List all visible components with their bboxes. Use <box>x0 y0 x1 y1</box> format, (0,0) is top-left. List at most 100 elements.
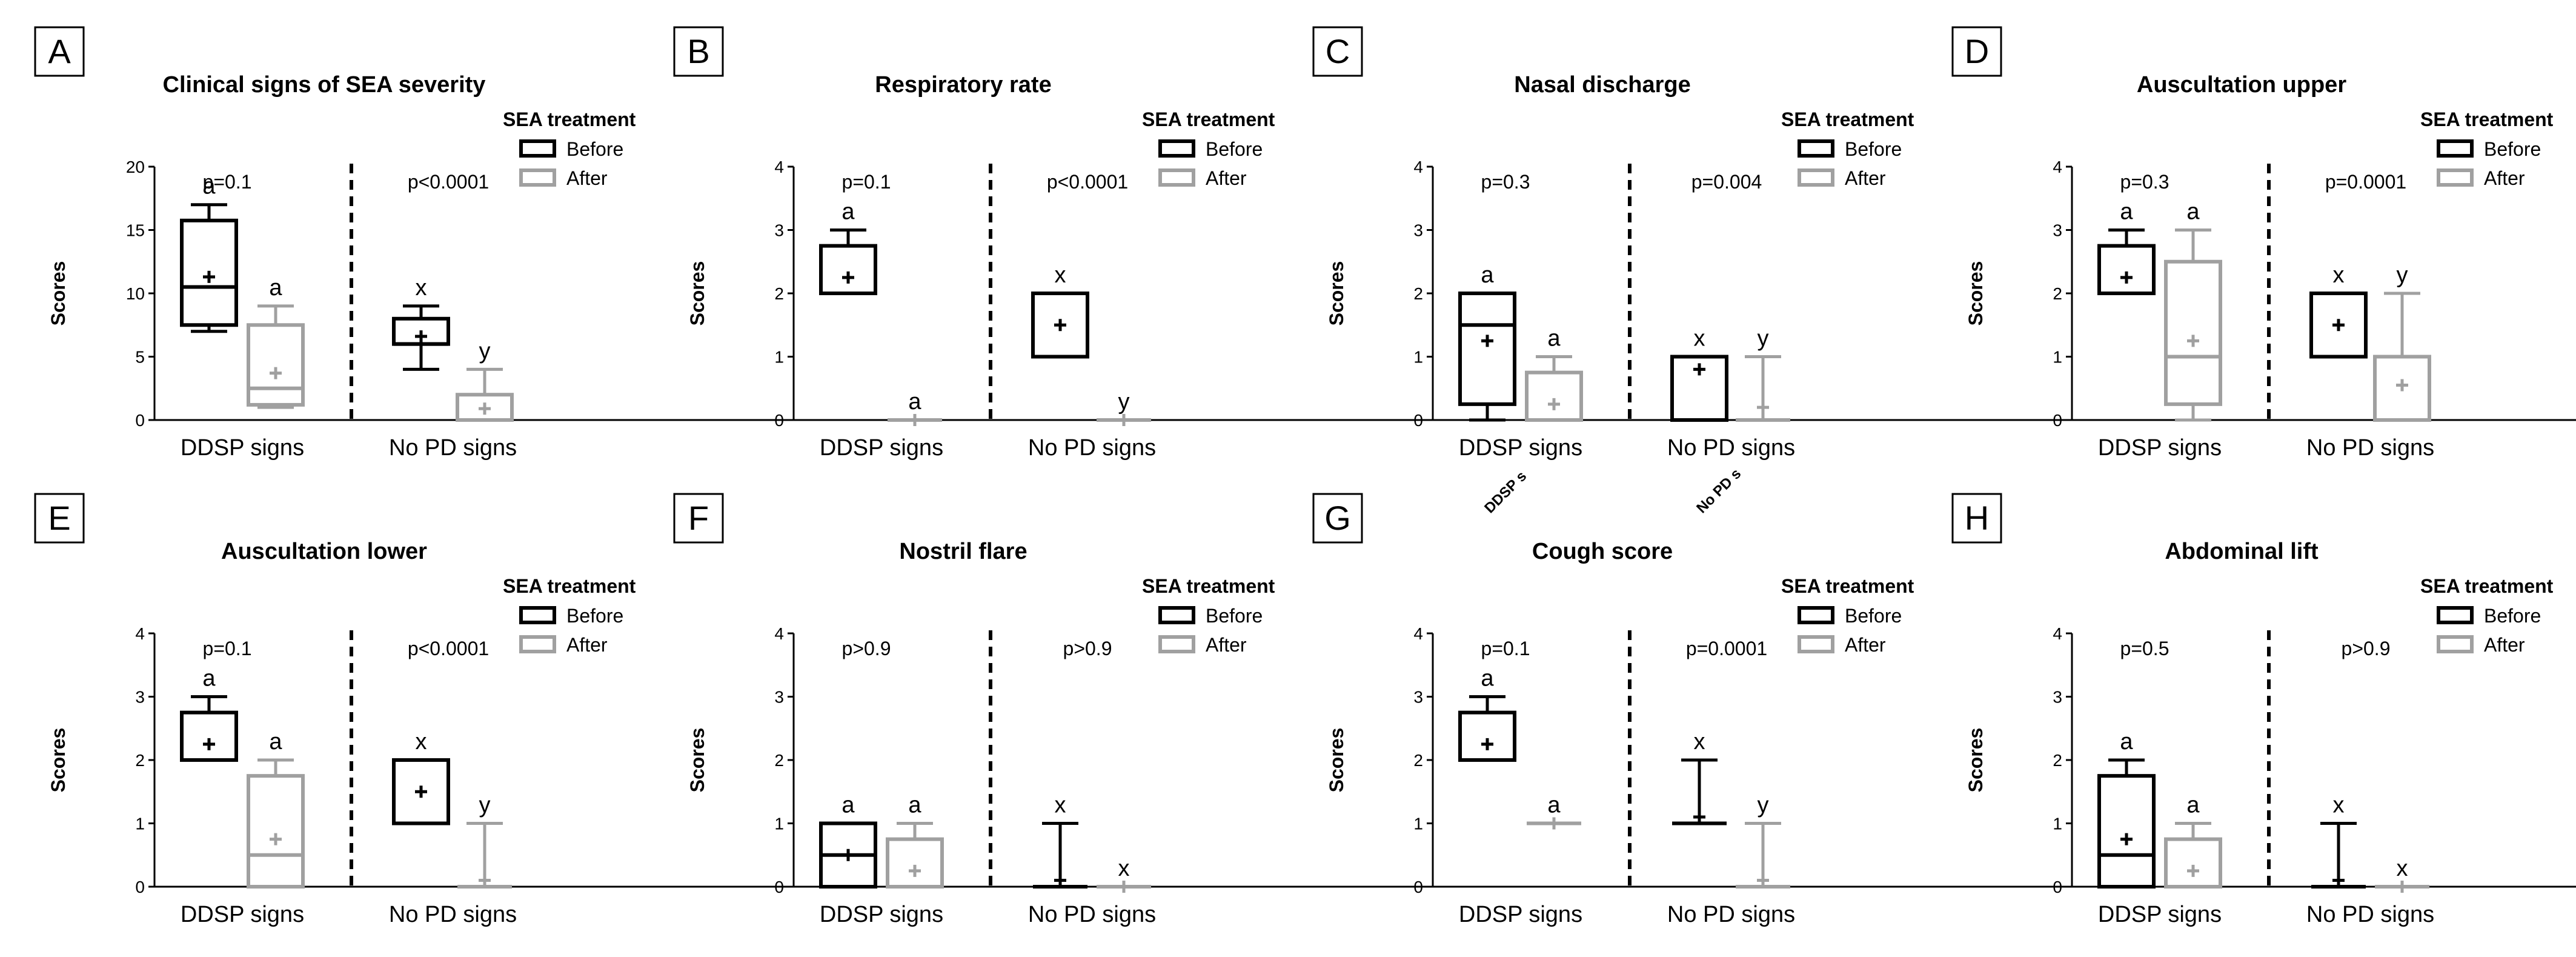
box-nopd-before: x <box>2311 793 2366 889</box>
box-ddsp-after: a <box>1525 326 1583 422</box>
y-tick-label: 3 <box>774 688 784 707</box>
y-tick-label: 2 <box>2053 284 2062 303</box>
panel-letter: A <box>48 32 71 70</box>
panel-letter-box <box>34 26 85 77</box>
panel-letter-box <box>1312 26 1363 77</box>
p-value-label: p<0.0001 <box>408 638 489 659</box>
legend-swatch-after <box>519 168 556 187</box>
box-iqr <box>2164 837 2222 889</box>
y-tick-label: 0 <box>2053 878 2062 896</box>
legend-title: SEA treatment <box>503 575 636 597</box>
y-tick-label: 3 <box>135 688 145 707</box>
significance-letter: a <box>2120 729 2133 755</box>
panel-c: C Nasal discharge SEA treatment Before After… <box>1312 26 2169 516</box>
y-tick-label: 2 <box>1413 284 1423 303</box>
legend-label-after: After <box>566 167 608 189</box>
box-ddsp-before: a <box>819 793 877 889</box>
legend-title: SEA treatment <box>1142 108 1275 130</box>
box-ddsp-after: a <box>2164 199 2222 422</box>
significance-letter: x <box>2397 856 2408 881</box>
box-nopd-before: x <box>1672 729 1727 825</box>
y-tick-label: 0 <box>1413 878 1423 896</box>
legend: SEA treatment Before After <box>1142 575 1275 656</box>
panel-letter-box <box>1312 493 1363 544</box>
box-nopd-before: x <box>1670 326 1728 422</box>
x-category-label: No PD signs <box>1667 902 1795 927</box>
panel-f: F Nostril flare SEA treatment Before After 0 1… <box>673 493 1530 927</box>
panel-a: A Clinical signs of SEA severity SEA treat… <box>34 26 891 461</box>
y-tick-label: 0 <box>774 878 784 896</box>
panel-letter: B <box>687 32 709 70</box>
legend-title: SEA treatment <box>1781 108 1914 130</box>
box-ddsp-before: a <box>180 174 238 333</box>
box-iqr <box>247 323 305 407</box>
box-nopd-before: x <box>1033 793 1087 889</box>
y-tick-label: 1 <box>774 815 784 833</box>
chart-title: Cough score <box>1532 539 1673 564</box>
y-tick-label: 1 <box>774 348 784 367</box>
legend-swatch-before <box>1158 606 1195 624</box>
y-axis-label: Scores <box>1965 728 1987 793</box>
significance-letter: a <box>2120 199 2133 225</box>
significance-letter: y <box>1758 326 1769 352</box>
legend-swatch-before <box>2437 139 2474 158</box>
y-axis-label: Scores <box>47 261 69 326</box>
box-nopd-after: y <box>456 338 514 422</box>
box-ddsp-before: a <box>1458 666 1516 762</box>
y-tick-label: 2 <box>1413 751 1423 770</box>
box-ddsp-before: a <box>180 666 238 762</box>
y-tick-label: 1 <box>1413 815 1423 833</box>
legend-label-before: Before <box>566 138 623 160</box>
x-category-label: No PD signs <box>1667 435 1795 461</box>
legend-title: SEA treatment <box>1781 575 1914 597</box>
significance-letter: y <box>1758 793 1769 818</box>
box-nopd-before: x <box>2309 262 2368 359</box>
y-tick-label: 3 <box>774 221 784 240</box>
chart-title: Clinical signs of SEA severity <box>163 72 486 98</box>
x-category-label: No PD signs <box>389 902 517 927</box>
significance-letter: x <box>1694 326 1705 352</box>
y-tick-label: 1 <box>135 815 145 833</box>
y-axis-label: Scores <box>47 728 69 793</box>
legend: SEA treatment Before After <box>1781 575 1914 656</box>
y-tick-label: 3 <box>2053 688 2062 707</box>
legend-swatch-before <box>519 139 556 158</box>
panel-letter-box <box>673 493 724 544</box>
box-ddsp-after: a <box>247 275 305 409</box>
significance-letter: x <box>1055 262 1066 288</box>
box-nopd-before: x <box>1031 262 1089 359</box>
box-nopd-after: x <box>2375 856 2429 893</box>
y-tick-label: 4 <box>1413 624 1423 643</box>
y-tick-label: 4 <box>2053 624 2062 643</box>
legend-label-after: After <box>1206 634 1247 656</box>
box-ddsp-before: a <box>2097 729 2156 889</box>
panel-letter: E <box>48 499 70 537</box>
panel-letter: H <box>1965 499 1989 537</box>
p-value-label: p<0.0001 <box>408 171 489 193</box>
x-category-label: DDSP signs <box>181 435 304 461</box>
x-category-label: DDSP signs <box>181 902 304 927</box>
significance-letter: y <box>479 338 491 364</box>
legend: SEA treatment Before After <box>503 575 636 656</box>
y-tick-label: 3 <box>2053 221 2062 240</box>
legend-label-after: After <box>2484 167 2525 189</box>
legend-swatch-before <box>1158 139 1195 158</box>
box-ddsp-after: a <box>888 389 942 426</box>
panel-letter: D <box>1965 32 1989 70</box>
p-value-label: p>0.9 <box>1063 638 1112 659</box>
legend-swatch-after <box>2437 635 2474 653</box>
x-category-label: DDSP signs <box>1459 435 1582 461</box>
box-nopd-after: y <box>1097 389 1151 426</box>
p-value-label: p=0.1 <box>203 171 252 193</box>
significance-letter: a <box>202 174 216 199</box>
significance-letter: x <box>416 275 427 301</box>
box-nopd-after: y <box>1736 793 1790 889</box>
box-ddsp-after: a <box>886 793 944 889</box>
y-tick-label: 0 <box>1413 411 1423 430</box>
y-tick-label: 2 <box>2053 751 2062 770</box>
chart-title: Abdominal lift <box>2165 539 2319 564</box>
p-value-label: p=0.004 <box>1691 171 1762 193</box>
x-category-label: DDSP signs <box>820 435 943 461</box>
box-iqr <box>2097 244 2156 295</box>
box-nopd-before: x <box>392 729 450 825</box>
